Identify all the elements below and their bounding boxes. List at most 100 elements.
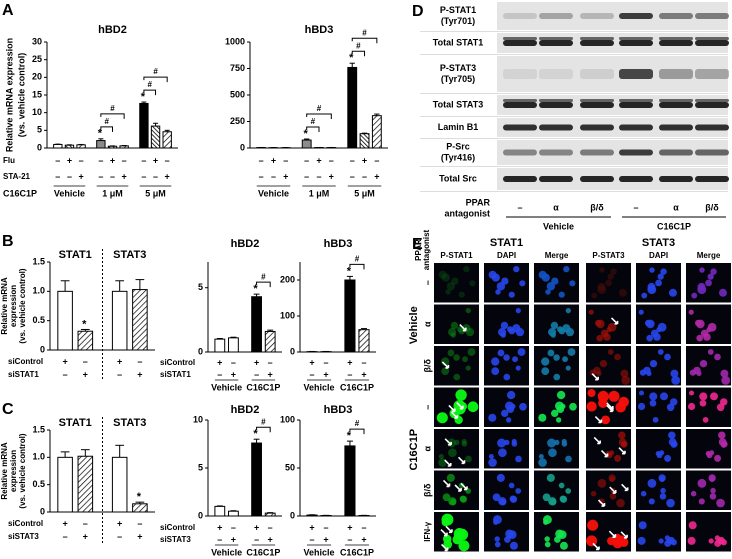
error-bar (153, 122, 159, 127)
y-tick-label: 5 (198, 282, 203, 292)
micro-cell (563, 266, 570, 273)
error-bar (304, 138, 310, 141)
micro-cell (488, 413, 497, 422)
micro-group-label: Vehicle (408, 306, 420, 344)
blot-band (580, 99, 614, 102)
row-sign: + (309, 357, 314, 367)
comparison-mark: # (362, 28, 367, 37)
chart-title: hBD3 (305, 24, 334, 36)
row-sign: – (310, 369, 315, 379)
row-sign: – (254, 534, 259, 544)
micro-cell (648, 498, 655, 505)
row-sign: + (283, 171, 288, 181)
micro-cell (660, 392, 668, 401)
blot-band (503, 149, 537, 156)
micro-cell (588, 309, 594, 315)
blot-band (695, 69, 729, 79)
row-sign: + (347, 357, 352, 367)
significance-mark: * (98, 128, 103, 140)
micro-cell (491, 367, 500, 376)
micro-cell (616, 498, 625, 508)
micro-arrow (456, 402, 464, 410)
blot-band (539, 40, 573, 46)
micro-cell (608, 474, 616, 482)
error-bar (253, 438, 260, 444)
micro-cell (501, 277, 509, 285)
row-sign: – (324, 522, 329, 532)
micro-cell (671, 441, 678, 448)
micro-cell (455, 389, 467, 401)
micro-row-label: α (422, 446, 432, 452)
y-tick-label: 15 (32, 89, 42, 99)
row-sign: – (259, 171, 264, 181)
micro-cell (545, 289, 551, 295)
group-label: 1 μM (309, 188, 330, 198)
micro-row-label: β/δ (422, 358, 432, 372)
micro-cell (710, 392, 718, 401)
row-sign: – (165, 155, 170, 165)
blot-lane-label: α (553, 202, 559, 212)
blot-band (503, 99, 537, 102)
significance-mark: * (304, 128, 309, 140)
blot-band (619, 176, 653, 182)
row-sign: – (310, 534, 315, 544)
blot-band (695, 40, 729, 46)
micro-cell (515, 307, 521, 314)
micro-cell (641, 292, 648, 299)
blot-group-label: C16C1P (657, 221, 691, 231)
micro-cell (496, 473, 505, 482)
row-sign: – (117, 531, 122, 541)
micro-group-label: C16C1P (408, 429, 420, 471)
bar (264, 512, 276, 517)
row-sign: – (110, 171, 115, 181)
group-label: Vehicle (211, 382, 242, 392)
micro-arrow (594, 415, 603, 424)
error-bar (346, 440, 353, 446)
micro-cell (492, 515, 502, 525)
row-sign: + (268, 369, 273, 379)
y-axis-label: (vs. vehicle control) (18, 268, 27, 343)
micro-cell (638, 521, 647, 530)
micro-cell (607, 273, 614, 280)
row-sign: + (254, 522, 259, 532)
row-sign: + (62, 518, 67, 528)
row-sign: – (231, 357, 236, 367)
row-sign: + (347, 522, 352, 532)
blot-band (695, 176, 729, 182)
row-sign: – (350, 171, 355, 181)
row-sign: + (254, 357, 259, 367)
micro-cell (565, 488, 572, 494)
micro-cell (696, 319, 705, 329)
blot-band (695, 99, 729, 102)
error-bar (360, 328, 368, 330)
blot-band (695, 102, 729, 108)
error-bar (361, 132, 368, 134)
blot-band (619, 40, 653, 46)
micro-cell (702, 416, 709, 423)
y-tick-label: 0.5 (32, 315, 45, 325)
micro-cell (608, 390, 620, 402)
micro-cell (614, 454, 622, 462)
micro-cell (538, 413, 547, 422)
micro-cell (504, 439, 510, 446)
micro-target-title: STAT1 (490, 237, 523, 249)
micro-cell (491, 273, 500, 282)
comparison-bracket (100, 113, 125, 119)
comparison-bracket (256, 281, 271, 288)
error-bar (141, 101, 147, 104)
micro-cell (453, 528, 466, 540)
comparison-bracket (349, 428, 365, 435)
micro-cell (553, 373, 561, 381)
error-bar (80, 449, 90, 457)
micro-cell (599, 359, 608, 368)
blot-band (539, 176, 573, 182)
micro-arrow (454, 484, 462, 492)
micro-arrow (459, 324, 467, 332)
micro-arrow (442, 479, 451, 488)
micro-cell (699, 359, 708, 368)
micro-cell (555, 417, 562, 423)
micro-cell (541, 357, 550, 366)
micro-cell (542, 515, 552, 525)
micro-antagonist-label: PPAR (414, 239, 423, 261)
bar (107, 145, 118, 149)
